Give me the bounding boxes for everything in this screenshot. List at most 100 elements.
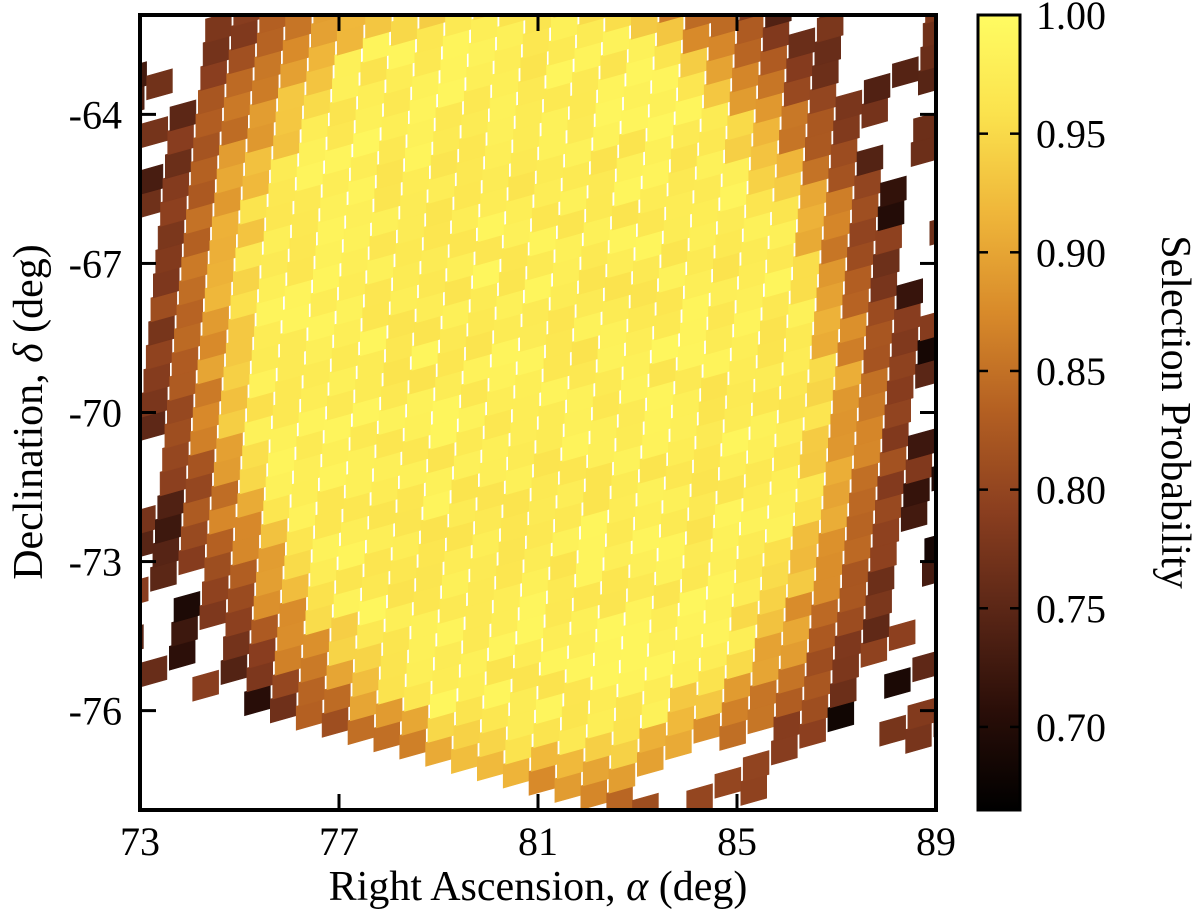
- heatmap-cell: [146, 68, 173, 101]
- x-axis-label: Right Ascension, α (deg): [329, 864, 748, 910]
- colorbar: [976, 13, 1022, 812]
- heatmap-cell: [106, 205, 132, 236]
- heatmap-cell: [856, 144, 884, 177]
- y-tick-label: -67: [69, 241, 122, 286]
- heatmap-cell: [76, 0, 102, 7]
- heatmap-cell: [342, 0, 368, 8]
- heatmap-cell: [448, 0, 474, 13]
- colorbar-tick-label: 1.00: [1036, 0, 1106, 38]
- x-tick-label: 89: [916, 819, 956, 864]
- colorbar-ticks: 1.00 0.95 0.90 0.85 0.80 0.75 0.70: [978, 0, 1106, 750]
- heatmap-cell: [765, 15, 792, 29]
- heatmap-cell: [814, 844, 840, 875]
- heatmap-cell: [140, 655, 168, 688]
- heatmap-cell: [922, 19, 936, 48]
- heatmap-cell: [192, 669, 219, 702]
- heatmap-cell: [944, 341, 970, 372]
- heatmap-cell: [848, 0, 874, 2]
- heatmap-cell: [714, 766, 742, 799]
- heatmap-cell: [919, 312, 936, 342]
- heatmap-cell: [141, 116, 168, 148]
- heatmap-cell: [422, 0, 448, 5]
- heatmap-cell: [81, 197, 107, 228]
- heatmap-cell: [934, 173, 936, 199]
- heatmap-cell: [929, 219, 936, 246]
- heatmap-cell: [66, 341, 92, 372]
- heatmap-cell: [884, 667, 911, 699]
- heatmap-cell: [69, 47, 95, 78]
- heatmap-cell: [582, 0, 608, 1]
- heatmap-cells: [29, 0, 979, 875]
- heatmap-cell: [794, 0, 820, 11]
- heatmap-cell: [156, 0, 182, 5]
- heatmap-cell: [937, 412, 963, 443]
- heatmap-cell: [688, 0, 714, 6]
- heatmap-cell: [114, 133, 140, 164]
- heatmap-cell: [953, 515, 979, 546]
- heatmap-cell: [924, 535, 936, 564]
- heatmap-cell: [262, 0, 288, 10]
- heatmap-cell: [742, 750, 770, 782]
- colorbar-tick-label: 0.75: [1036, 586, 1106, 631]
- heatmap-cell: [921, 558, 936, 587]
- heatmap-cell: [106, 474, 132, 505]
- heatmap-cell: [686, 783, 713, 810]
- heatmap-cell: [57, 436, 83, 467]
- heatmap-cell: [34, 135, 60, 166]
- heatmap-cell: [912, 651, 936, 683]
- x-tick-label: 81: [518, 819, 558, 864]
- colorbar-tick-label: 0.80: [1036, 468, 1106, 513]
- heatmap-cell: [896, 278, 924, 311]
- heatmap-cell: [874, 0, 900, 9]
- heatmap-cell: [71, 23, 97, 54]
- y-tick-label: -76: [69, 689, 122, 734]
- heatmap-cell: [92, 348, 118, 379]
- heatmap-cell: [140, 576, 149, 604]
- y-axis-label: Declination, δ (deg): [6, 244, 52, 580]
- colorbar-tick-label: 0.85: [1036, 349, 1106, 394]
- y-tick-label: -73: [69, 540, 122, 585]
- heatmap-cell: [879, 714, 906, 747]
- heatmap-cell: [939, 658, 965, 689]
- heatmap-cell: [700, 807, 711, 810]
- y-axis-ticks: -64 -67 -70 -73 -76: [69, 92, 936, 734]
- x-axis-ticks: 73 77 81 85 89: [120, 15, 956, 864]
- heatmap-cell: [94, 324, 120, 355]
- heatmap-cell: [29, 183, 55, 214]
- heatmap-cell: [89, 641, 115, 672]
- heatmap-cell: [66, 610, 92, 641]
- heatmap-cell: [946, 587, 972, 618]
- heatmap-cell: [54, 460, 80, 491]
- heatmap-cell: [69, 317, 95, 348]
- colorbar-tick-label: 0.90: [1036, 230, 1106, 275]
- heatmap-cell: [816, 15, 844, 43]
- heatmap-cell: [85, 150, 111, 181]
- heatmap-cell: [714, 0, 740, 13]
- heatmap-cell: [367, 15, 368, 16]
- heatmap-cell: [608, 0, 634, 8]
- colorbar-tick-label: 0.70: [1036, 705, 1106, 750]
- colorbar-label: Selection Probability: [1152, 235, 1198, 588]
- heatmap-cell: [236, 0, 262, 2]
- heatmap-cell: [100, 7, 126, 38]
- heatmap-cell: [892, 56, 919, 89]
- heatmap-cell: [31, 159, 57, 190]
- x-tick-label: 77: [319, 819, 359, 864]
- heatmap-cell: [528, 0, 554, 10]
- y-tick-label: -64: [69, 92, 122, 137]
- heatmap-cell: [920, 42, 936, 72]
- heatmap-cell: [632, 792, 659, 810]
- y-tick-label: -70: [69, 391, 122, 436]
- heatmap-cell: [863, 72, 891, 105]
- heatmap-cell: [94, 594, 120, 625]
- heatmap-cell: [55, 190, 81, 221]
- heatmap-cell: [925, 15, 936, 24]
- heatmap-cell: [937, 143, 963, 174]
- heatmap-cell: [108, 450, 134, 481]
- heatmap-cell: [888, 619, 916, 652]
- heatmap-cell: [109, 181, 135, 212]
- heatmap-cell: [880, 175, 907, 208]
- heatmap-cell: [502, 0, 528, 3]
- heatmap-cell: [83, 174, 109, 205]
